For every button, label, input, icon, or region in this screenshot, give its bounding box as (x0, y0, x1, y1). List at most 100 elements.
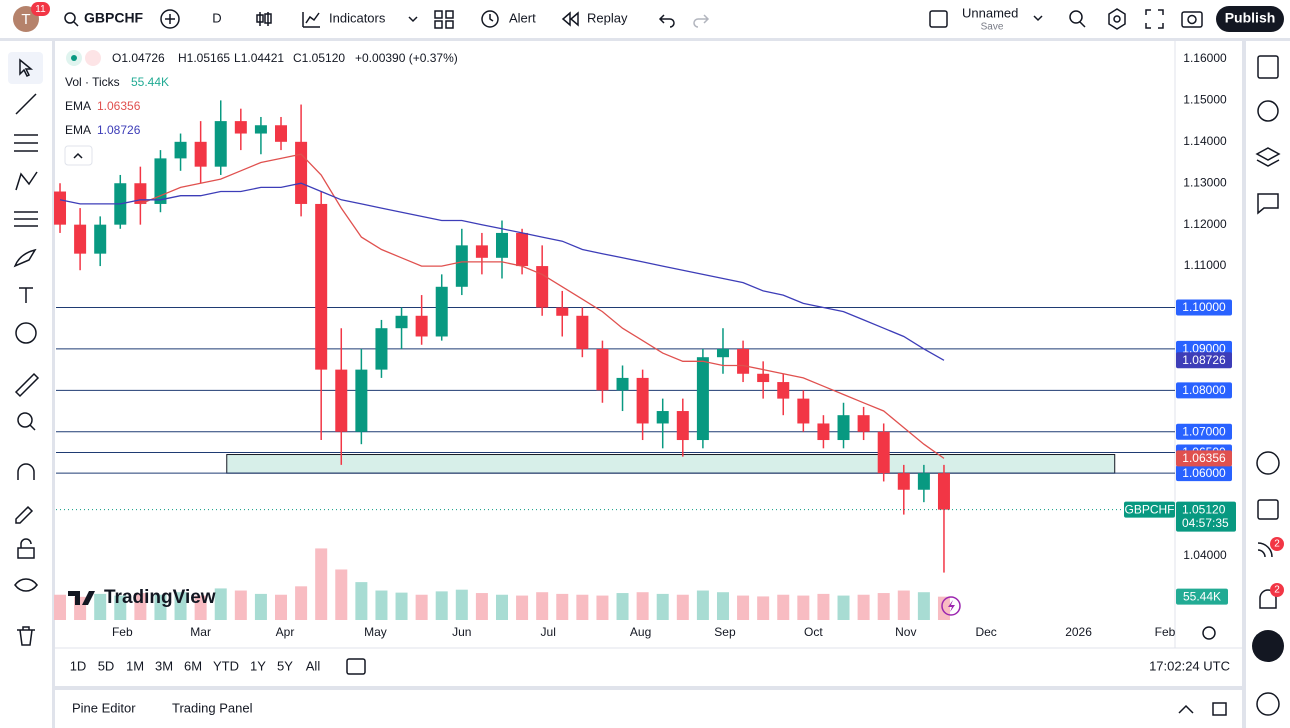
replay[interactable]: Replay (587, 10, 628, 25)
x-tick-label: Dec (975, 625, 996, 639)
y-tick-label: 1.16000 (1183, 51, 1227, 65)
level-tag (1176, 423, 1232, 440)
candle-body (435, 286, 448, 337)
settings (1113, 15, 1121, 23)
publish-button[interactable] (1216, 6, 1284, 32)
help[interactable] (1256, 692, 1280, 716)
candle-body (475, 245, 488, 258)
candle-body (817, 423, 830, 441)
dropdown[interactable] (1033, 15, 1043, 22)
volume-bar (415, 594, 428, 620)
symbol[interactable]: GBPCHF (84, 10, 144, 26)
notifications[interactable] (1259, 589, 1277, 609)
settings[interactable] (1108, 8, 1126, 30)
volume-bar (777, 594, 790, 620)
candle-body (154, 158, 167, 204)
undo[interactable] (658, 14, 675, 28)
candle-body (275, 125, 288, 142)
search-icon[interactable] (64, 12, 76, 24)
countdown: 04:57:35 (1182, 516, 1229, 530)
hide-tool[interactable] (14, 578, 38, 592)
event-icon[interactable] (941, 596, 961, 616)
fib-tool[interactable] (14, 134, 38, 152)
measure-tool[interactable] (14, 372, 40, 398)
alerts[interactable] (1257, 100, 1279, 122)
redo[interactable] (693, 14, 710, 28)
dropdown[interactable] (408, 16, 418, 23)
alert-icon[interactable] (481, 10, 499, 28)
range-button[interactable]: 1D (70, 658, 87, 673)
axis-settings[interactable] (1202, 626, 1216, 640)
range-button[interactable]: 1M (126, 658, 144, 673)
calendar[interactable] (1257, 499, 1279, 520)
expand-panel[interactable] (1178, 704, 1194, 714)
candle-body (656, 411, 669, 424)
date-range-icon[interactable] (346, 658, 366, 675)
range-button[interactable]: 3M (155, 658, 173, 673)
interval[interactable]: D (212, 10, 221, 25)
range-button[interactable]: 6M (184, 658, 202, 673)
candle-body (54, 191, 67, 225)
chart-type-icon (256, 14, 264, 23)
trash-tool[interactable] (17, 626, 35, 646)
layout-checkbox[interactable] (929, 10, 948, 28)
tab[interactable]: Trading Panel (172, 700, 253, 715)
layers[interactable] (1255, 147, 1281, 167)
apps[interactable] (1252, 630, 1284, 662)
emoji-tool[interactable] (15, 322, 37, 344)
layout-status: Save (981, 22, 1004, 33)
compare-icon[interactable] (160, 9, 180, 29)
lock-tool (20, 538, 32, 548)
avatar-letter: T (21, 11, 30, 28)
volume-legend-value: 55.44K (131, 75, 169, 89)
range-button[interactable]: YTD (213, 658, 239, 673)
zone (226, 454, 1116, 474)
volume-bar (335, 569, 348, 620)
candle-body (94, 224, 107, 254)
range-button[interactable]: All (306, 658, 321, 673)
brush-tool[interactable] (13, 248, 37, 268)
zoom-tool[interactable] (17, 412, 33, 428)
lock-draw-tool[interactable] (15, 505, 34, 524)
magnet-tool[interactable] (17, 463, 35, 480)
line-tool[interactable] (15, 93, 37, 115)
volume-bar (737, 595, 750, 620)
price-tag (1176, 501, 1236, 532)
range-button[interactable]: 5Y (277, 658, 293, 673)
watchlist[interactable] (1257, 55, 1279, 79)
candle-body (335, 369, 348, 432)
range-button[interactable]: 5D (98, 658, 115, 673)
target[interactable] (1256, 451, 1280, 475)
indicators[interactable]: Indicators (329, 10, 386, 25)
maximize-panel[interactable] (1212, 702, 1227, 716)
x-tick-label: Feb (1155, 625, 1176, 639)
range-button[interactable]: 1Y (250, 658, 266, 673)
replay-icon[interactable] (561, 11, 579, 27)
watermark: TradingView (104, 587, 216, 608)
badge-text: 2 (1274, 585, 1280, 596)
alert[interactable]: Alert (509, 10, 536, 25)
publish[interactable]: Publish (1225, 10, 1276, 26)
ideas[interactable] (1257, 542, 1273, 558)
text-tool[interactable] (19, 287, 33, 303)
candle-body (174, 141, 187, 159)
candle-body (917, 473, 930, 490)
volume-bar (174, 592, 187, 620)
pattern-tool[interactable] (15, 171, 38, 191)
indicators-icon[interactable] (302, 12, 320, 28)
fullscreen[interactable] (1145, 9, 1164, 29)
forecast-tool[interactable] (14, 211, 38, 227)
tab[interactable]: Pine Editor (72, 700, 136, 715)
quick-search[interactable] (1069, 10, 1083, 24)
cursor-tool[interactable] (19, 58, 34, 78)
candle-body (777, 382, 790, 399)
lock-tool[interactable] (17, 547, 35, 559)
chat[interactable] (1257, 193, 1279, 215)
badge (31, 2, 50, 16)
layouts-icon[interactable] (434, 10, 454, 29)
screenshot[interactable] (1181, 11, 1203, 28)
volume-bar (295, 586, 308, 620)
quick-search (1079, 21, 1086, 28)
candle-body (495, 232, 508, 258)
layout-name[interactable]: Unnamed (962, 5, 1018, 20)
